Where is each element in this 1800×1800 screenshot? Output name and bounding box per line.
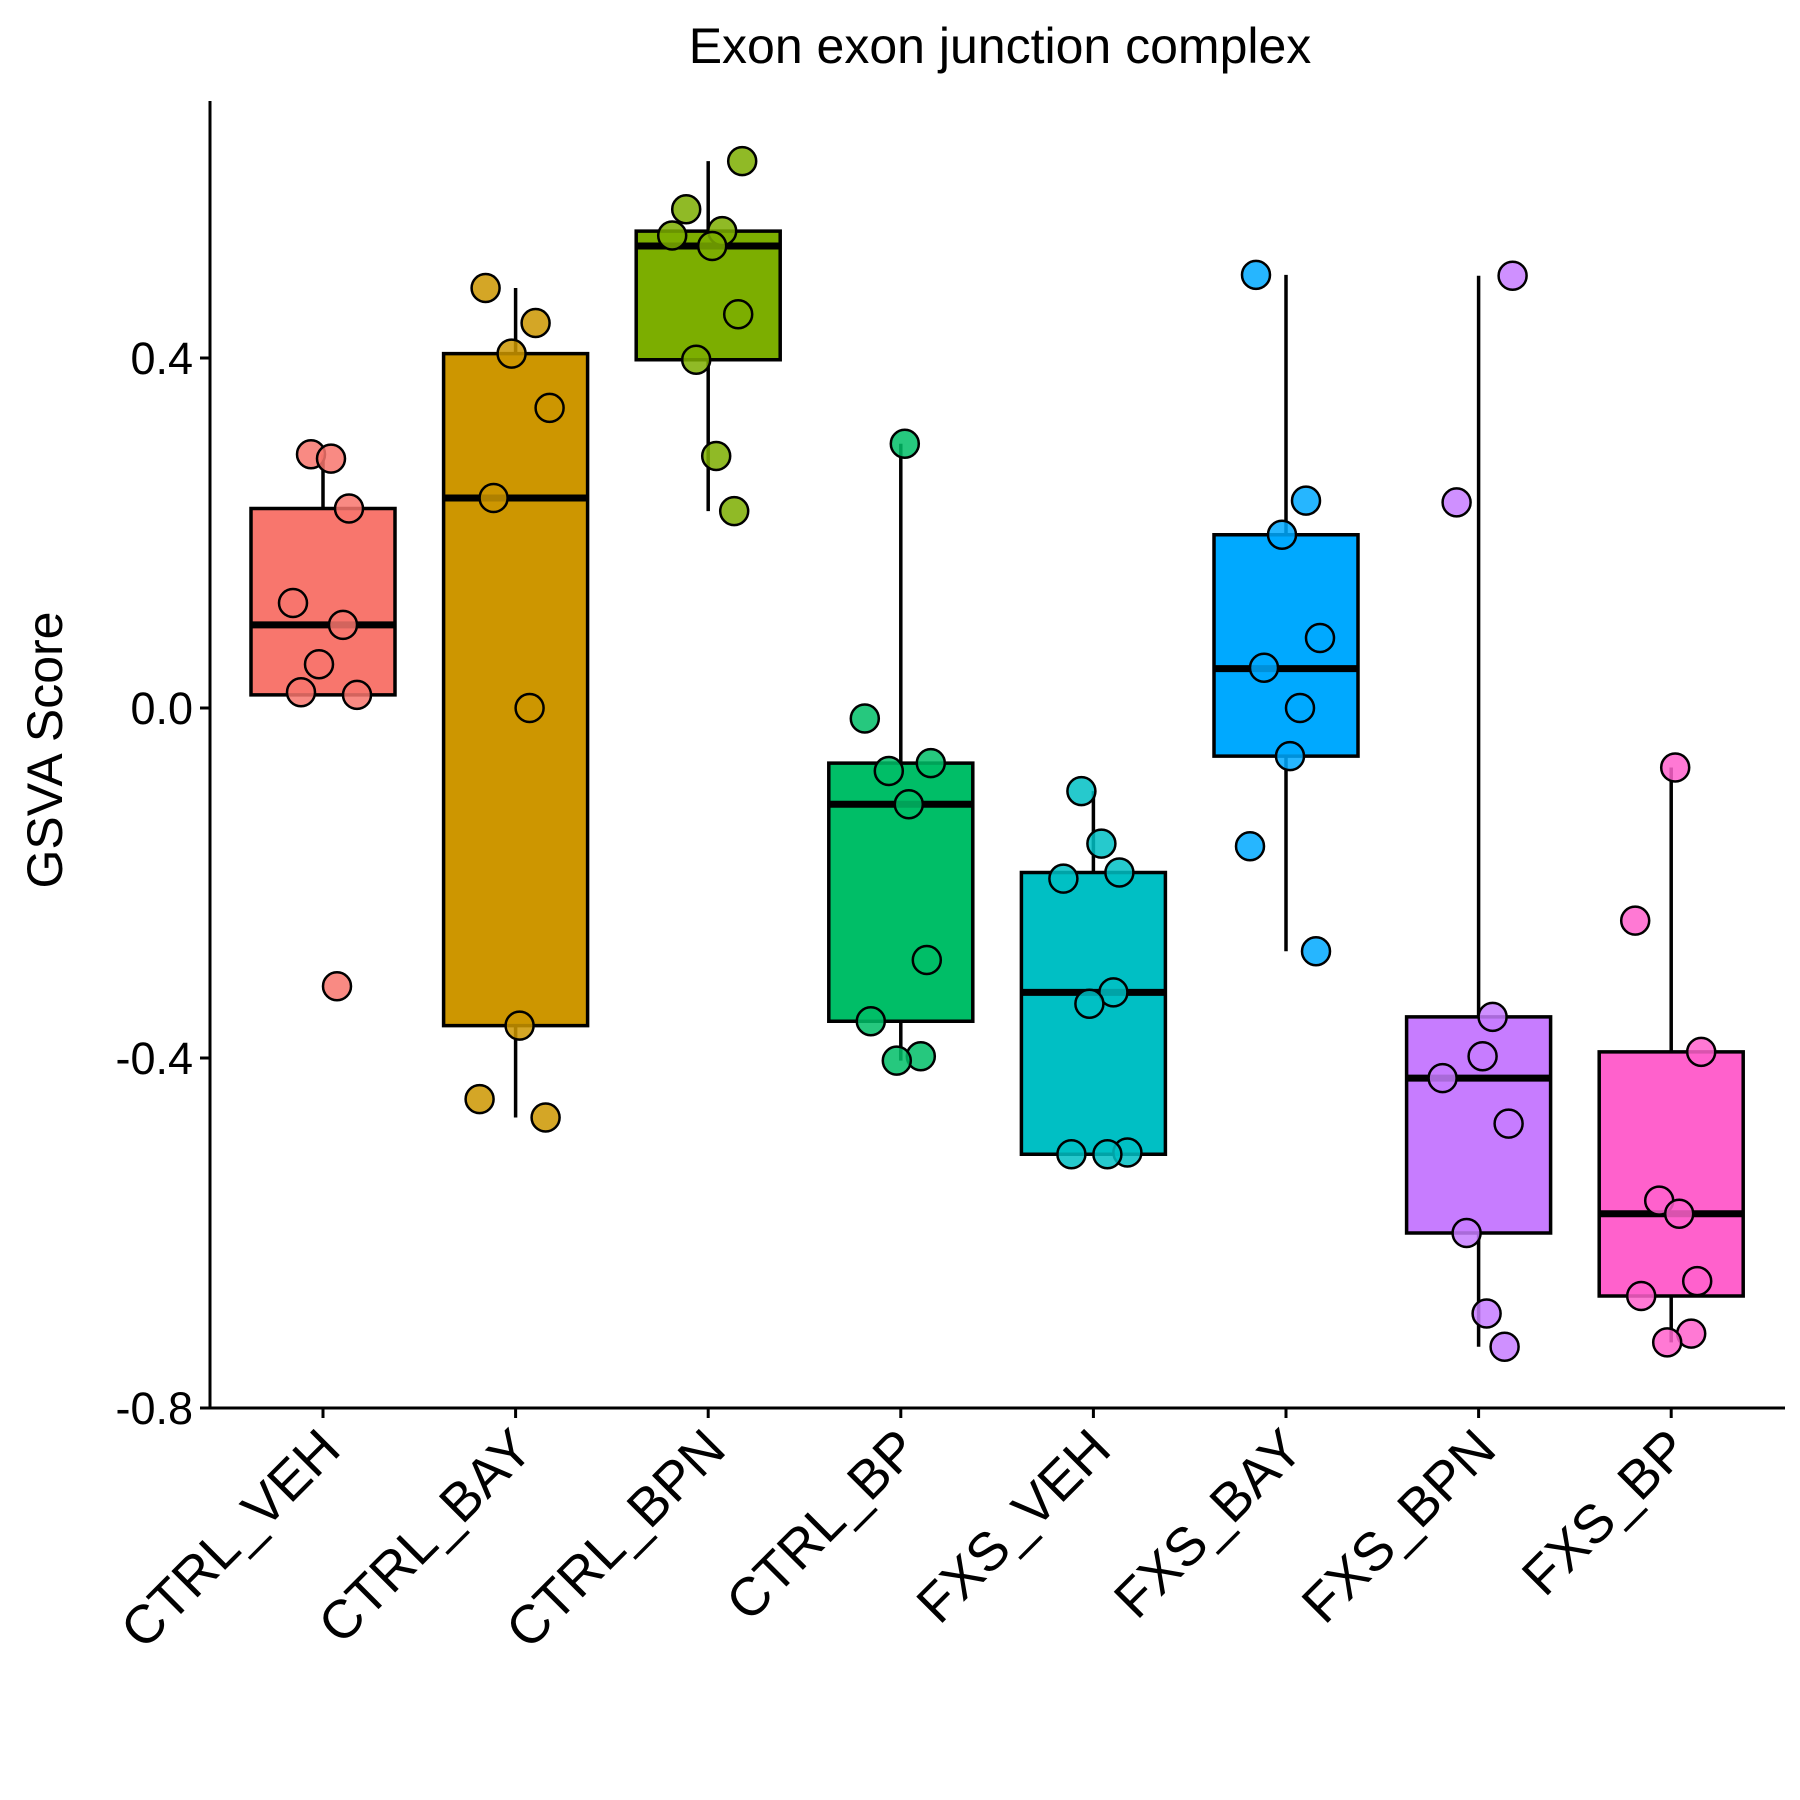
data-point: [873, 755, 905, 787]
data-point: [303, 649, 335, 680]
data-point: [1681, 1265, 1713, 1297]
data-point: [911, 944, 943, 976]
data-point: [520, 307, 551, 339]
box: [1597, 1050, 1745, 1298]
data-point: [341, 679, 373, 711]
data-point: [285, 677, 317, 708]
data-point: [680, 344, 712, 375]
chart-title: Exon exon junction complex: [689, 18, 1312, 74]
data-point: [1048, 863, 1079, 894]
data-point: [1489, 1331, 1520, 1362]
data-point: [1619, 905, 1651, 936]
data-point: [534, 392, 565, 424]
x-tick-label: FXS_BP: [1511, 1418, 1700, 1607]
data-point: [1240, 259, 1272, 291]
data-point: [1493, 1108, 1524, 1139]
group-ctrl-bpn: [634, 145, 782, 527]
data-point: [470, 272, 501, 304]
group-fxs-veh: [1019, 775, 1168, 1170]
data-point: [1625, 1280, 1657, 1312]
data-point: [889, 428, 921, 459]
data-point: [1284, 692, 1316, 724]
data-point: [1685, 1036, 1717, 1068]
data-point: [1441, 487, 1472, 518]
data-point: [722, 299, 754, 330]
x-tick-label: FXS_BAY: [1103, 1418, 1315, 1630]
group-ctrl-bay: [441, 272, 590, 1133]
data-point: [478, 482, 509, 514]
data-point: [514, 692, 545, 724]
data-point: [1467, 1041, 1498, 1072]
data-point: [1266, 519, 1298, 550]
x-tick-label: FXS_BPN: [1291, 1418, 1507, 1634]
plot-area: [249, 145, 1745, 1362]
data-point: [1074, 988, 1105, 1019]
data-point: [277, 587, 309, 619]
data-point: [1248, 652, 1280, 683]
data-point: [1104, 857, 1135, 888]
data-point: [893, 789, 925, 820]
data-point: [1066, 775, 1097, 807]
y-tick-label: 0.4: [130, 333, 193, 384]
group-ctrl-veh: [249, 439, 397, 1002]
data-point: [1497, 260, 1528, 291]
data-point: [1274, 740, 1306, 772]
box: [441, 351, 590, 1028]
data-point: [1651, 1327, 1683, 1358]
data-point: [1092, 1139, 1123, 1170]
data-point: [855, 1006, 887, 1037]
data-point: [464, 1083, 495, 1115]
y-tick-label: 0.0: [130, 683, 193, 734]
group-fxs-bpn: [1404, 260, 1553, 1362]
data-point: [670, 194, 702, 225]
data-point: [1290, 485, 1322, 516]
y-axis-ticks: -0.8 -0.4 0.0 0.4: [115, 333, 210, 1434]
data-point: [1234, 831, 1266, 862]
data-point: [1451, 1217, 1482, 1249]
x-tick-label: CTRL_BP: [715, 1418, 929, 1632]
data-point: [881, 1045, 913, 1076]
x-axis-ticks: CTRL_VEHCTRL_BAYCTRL_BPNCTRL_BPFXS_VEHFX…: [110, 1408, 1700, 1660]
group-ctrl-bp: [827, 428, 975, 1076]
data-point: [496, 338, 527, 369]
y-tick-label: -0.8: [115, 1383, 193, 1434]
data-point: [1477, 1001, 1508, 1033]
data-point: [1659, 752, 1691, 783]
data-point: [315, 443, 347, 474]
data-point: [915, 747, 947, 779]
data-point: [718, 495, 750, 527]
data-point: [1663, 1198, 1695, 1229]
data-point: [327, 609, 359, 641]
data-point: [333, 493, 365, 524]
y-tick-label: -0.4: [115, 1033, 193, 1084]
data-point: [1471, 1298, 1502, 1329]
data-point: [700, 440, 732, 472]
data-point: [321, 971, 353, 1002]
y-axis-label: GSVA Score: [17, 612, 73, 889]
data-point: [656, 220, 688, 251]
data-point: [504, 1010, 535, 1041]
data-point: [849, 703, 881, 734]
data-point: [1300, 936, 1332, 967]
x-tick-label: FXS_VEH: [905, 1418, 1121, 1634]
group-fxs-bay: [1212, 259, 1360, 967]
group-fxs-bp: [1597, 752, 1745, 1358]
data-point: [726, 145, 758, 177]
data-point: [1086, 828, 1117, 859]
data-point: [1304, 622, 1336, 654]
data-point: [1427, 1062, 1458, 1094]
data-point: [696, 230, 728, 262]
box: [1212, 533, 1360, 758]
x-tick-label: CTRL_VEH: [110, 1418, 352, 1660]
box: [249, 506, 397, 697]
data-point: [1056, 1139, 1087, 1170]
data-point: [530, 1102, 561, 1133]
